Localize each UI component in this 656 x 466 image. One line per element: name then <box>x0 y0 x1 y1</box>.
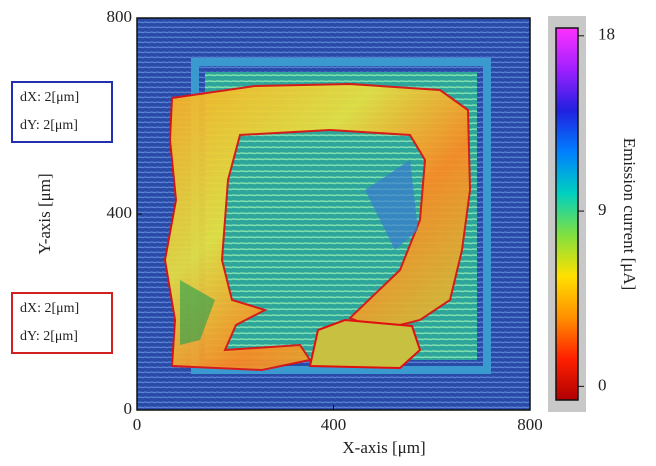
annotation-frame <box>11 81 113 143</box>
y-tick-label: 800 <box>107 7 133 26</box>
x-axis-label: X-axis [μm] <box>342 438 425 457</box>
annotation-box: dX: 2[μm] dY: 2[μm] <box>11 81 113 143</box>
annotation-text: dX: 2[μm] <box>20 301 79 316</box>
annotation-frame <box>11 292 113 354</box>
annotation-text: dY: 2[μm] <box>20 118 78 133</box>
colorbar <box>555 27 579 401</box>
annotation-text: dY: 2[μm] <box>20 329 78 344</box>
annotation-box: dX: 2[μm] dY: 2[μm] <box>11 292 113 354</box>
x-tick-label: 0 <box>133 415 142 434</box>
annotation-text: dX: 2[μm] <box>20 90 79 105</box>
colorbar-label: Emission current [μA] <box>620 138 639 291</box>
y-tick-label: 400 <box>107 203 133 222</box>
y-axis-label: Y-axis [μm] <box>35 173 54 254</box>
x-tick-label: 800 <box>517 415 543 434</box>
x-tick-label: 400 <box>321 415 347 434</box>
colorbar-tick-label: 0 <box>598 375 607 394</box>
colorbar-tick-label: 9 <box>598 200 607 219</box>
y-tick-label: 0 <box>124 399 133 418</box>
emission-map <box>137 18 530 410</box>
colorbar-tick-label: 18 <box>598 25 615 44</box>
